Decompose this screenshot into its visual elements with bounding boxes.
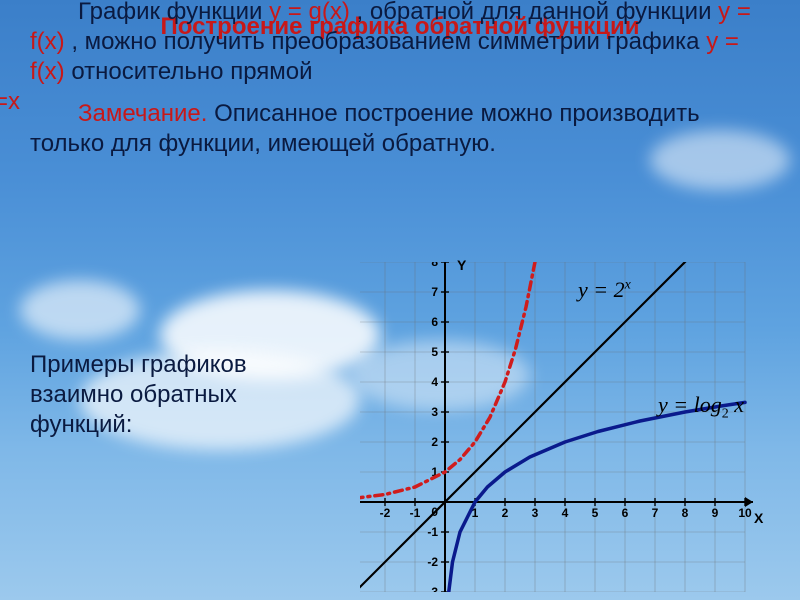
exp-label-text: y = 2	[578, 277, 625, 302]
svg-text:3: 3	[532, 506, 539, 520]
svg-text:2: 2	[431, 435, 438, 449]
svg-text:6: 6	[622, 506, 629, 520]
svg-text:5: 5	[592, 506, 599, 520]
chart-panel: -3-2-112345678910-3-2-1123456789100 Y X …	[360, 262, 780, 592]
p2-note: Замечание.	[78, 100, 207, 127]
svg-text:5: 5	[431, 345, 438, 359]
svg-text:6: 6	[431, 315, 438, 329]
log-label-pre: y = log	[658, 392, 722, 417]
p1-pre: График функции	[78, 0, 269, 25]
svg-text:-2: -2	[427, 555, 438, 569]
chart-svg: -3-2-112345678910-3-2-1123456789100	[360, 262, 780, 592]
log-label-post: x	[729, 392, 744, 417]
svg-text:7: 7	[652, 506, 659, 520]
examples-label: Примеры графиков взаимно обратных функци…	[30, 350, 310, 440]
text-block: Построение графика обратной функции Граф…	[0, 0, 800, 159]
svg-text:4: 4	[562, 506, 569, 520]
paragraph-2: Замечание. Описанное построение можно пр…	[30, 99, 770, 159]
log-func-label: y = log2 x	[658, 392, 744, 422]
svg-text:9: 9	[712, 506, 719, 520]
svg-text:4: 4	[431, 375, 438, 389]
p1-mid3: относительно прямой	[71, 58, 312, 85]
svg-text:3: 3	[431, 405, 438, 419]
svg-text:-3: -3	[360, 506, 361, 520]
p1-mid2: , можно получить преобразованием симметр…	[71, 28, 706, 55]
svg-text:-1: -1	[410, 506, 421, 520]
exp-func-label: y = 2x	[578, 277, 631, 303]
exp-label-sup: x	[625, 278, 631, 293]
svg-text:-1: -1	[427, 525, 438, 539]
log-label-sub: 2	[722, 406, 729, 421]
p1-mid1: , обратной для данной функции	[356, 0, 718, 25]
y-axis-label: Y	[457, 257, 466, 273]
svg-text:8: 8	[682, 506, 689, 520]
svg-text:7: 7	[431, 285, 438, 299]
svg-text:-3: -3	[427, 585, 438, 592]
svg-text:2: 2	[502, 506, 509, 520]
svg-text:-2: -2	[380, 506, 391, 520]
x-axis-label: X	[754, 510, 763, 526]
p1-yx: y=x	[0, 88, 20, 115]
p1-gx: y = g(x)	[269, 0, 350, 25]
svg-text:8: 8	[431, 262, 438, 269]
svg-text:10: 10	[738, 506, 752, 520]
